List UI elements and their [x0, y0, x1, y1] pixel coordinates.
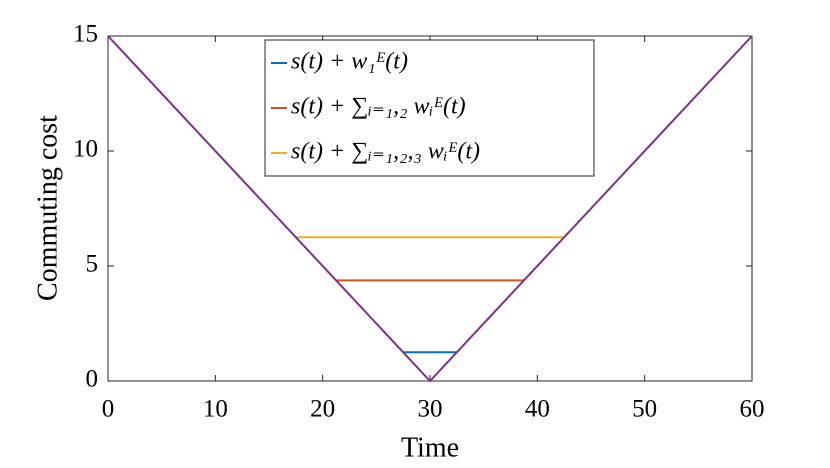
series-line	[107, 35, 753, 383]
y-axis-label: Commuting cost	[32, 115, 63, 301]
legend-label: s(t) + ∑ᵢ₌₁,₂,₃ wᵢᴱ(t)	[291, 139, 480, 165]
x-tick-label: 20	[310, 396, 335, 423]
y-tick-label: 5	[86, 251, 99, 278]
legend-box	[264, 39, 595, 177]
x-tick-label: 30	[418, 396, 443, 423]
x-tick-label: 40	[525, 396, 550, 423]
x-tick-label: 50	[632, 396, 657, 423]
x-axis-label: Time	[401, 432, 459, 463]
y-tick-label: 10	[73, 136, 98, 163]
x-tick-label: 0	[102, 396, 115, 423]
legend-label: s(t) + ∑ᵢ₌₁,₂ wᵢᴱ(t)	[291, 94, 466, 120]
y-tick-label: 15	[73, 21, 98, 48]
x-tick-label: 10	[203, 396, 228, 423]
x-tick-label: 60	[740, 396, 765, 423]
legend-label: s(t) + w₁ᴱ(t)	[291, 49, 408, 75]
y-tick-label: 0	[86, 366, 99, 393]
